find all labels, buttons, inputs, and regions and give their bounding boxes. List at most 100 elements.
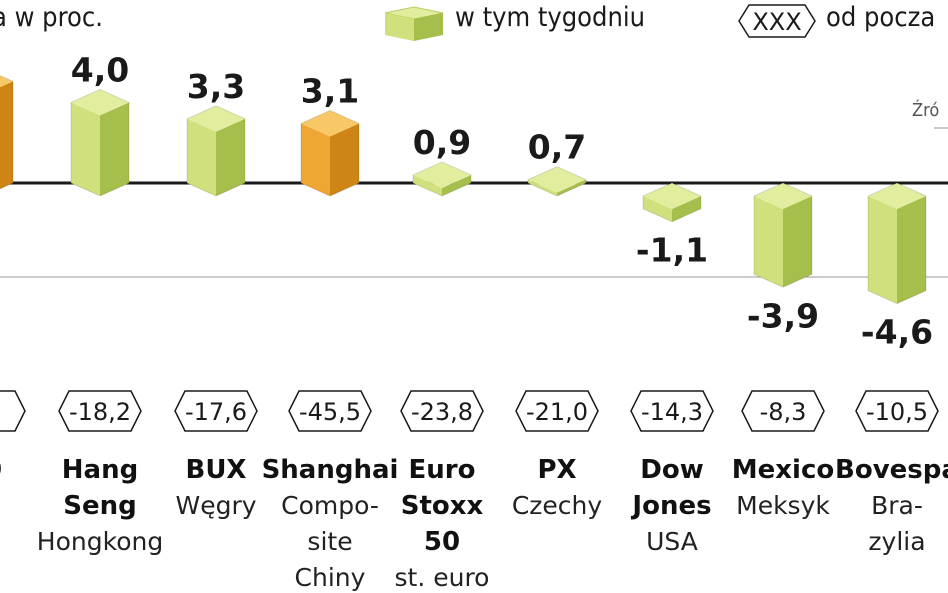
ytd-hexagon (400, 390, 484, 432)
category-name: 20 (0, 455, 2, 485)
category-country: Czechy (512, 491, 603, 520)
bar (412, 161, 472, 197)
bar-outline (412, 161, 472, 197)
bar (753, 182, 813, 288)
bar-outline (642, 182, 702, 223)
bar (186, 105, 246, 197)
category-country: Hongkong (37, 527, 163, 556)
category-name: BUX (186, 455, 247, 485)
category-country: st. euro (395, 563, 490, 592)
value-label: 3,1 (301, 71, 359, 110)
bar-top (643, 183, 701, 209)
ytd-label: -14,3 (641, 398, 703, 426)
bar-side (783, 196, 812, 288)
legend-week-label: w tym tygodniu (455, 2, 645, 33)
ytd-label: -18,2 (69, 398, 131, 426)
value-label: -3,9 (747, 296, 819, 335)
category-country: zylia (868, 527, 925, 556)
bar-outline (300, 109, 360, 197)
bar-top (754, 183, 812, 209)
bar-front (754, 196, 783, 288)
bar-outline (867, 182, 927, 305)
bar (642, 182, 702, 223)
legend-week-swatch (414, 13, 443, 41)
bar-side (897, 196, 926, 304)
legend-ytd-swatch (738, 4, 816, 38)
bar-side (442, 174, 471, 196)
bar-side (216, 118, 245, 196)
bar (867, 182, 927, 305)
bar-front (187, 118, 216, 196)
ytd-hexagon (288, 390, 372, 432)
ytd-hexagon (58, 390, 142, 432)
ytd-label: -23,8 (411, 398, 473, 426)
bar (300, 109, 360, 197)
category-name: Stoxx (401, 491, 484, 521)
bar-top (301, 110, 359, 137)
category-name: Shanghai (262, 455, 399, 485)
bar-front (301, 123, 330, 196)
unit-label: a w proc. (0, 2, 103, 33)
bar-front (528, 179, 557, 196)
category-name: PX (537, 455, 576, 485)
value-label: -1,1 (636, 231, 708, 270)
value-label: 0,7 (528, 128, 586, 167)
bar-front (71, 102, 100, 196)
ytd-label: -21,0 (526, 398, 588, 426)
value-label: 0,9 (413, 123, 471, 162)
category-name: Mexico (732, 455, 834, 485)
category-name: Dow (640, 455, 703, 485)
category-name: Euro (409, 455, 476, 485)
bar-top (868, 183, 926, 209)
bar-front (413, 174, 442, 196)
value-label: 3,3 (187, 67, 245, 106)
bar-outline (0, 74, 14, 190)
ytd-hexagon (630, 390, 714, 432)
source-label: Źró (912, 100, 940, 121)
bar-top (0, 75, 13, 88)
legend-week-swatch (385, 13, 414, 41)
category-country: Chiny (295, 563, 366, 592)
ytd-label: -10,5 (866, 398, 928, 426)
ytd-hexagon (855, 390, 939, 432)
category-name: Bovespa (835, 455, 948, 485)
bar-top (187, 105, 245, 132)
bar-side (0, 81, 13, 189)
category-name: 50 (424, 527, 460, 557)
bar (527, 166, 587, 197)
category-country: Bra- (871, 491, 923, 520)
category-country: USA (646, 527, 698, 556)
category-country: site (307, 527, 352, 556)
ytd-hexagon (174, 390, 258, 432)
bar-top (528, 166, 586, 193)
category-country: Węgry (175, 491, 256, 520)
ytd-hexagon (741, 390, 825, 432)
category-name: Seng (63, 491, 136, 521)
bar-side (672, 196, 701, 222)
ytd-hexagon (515, 390, 599, 432)
ytd-label: -45,5 (299, 398, 361, 426)
category-country: Compo- (281, 491, 379, 520)
value-label: 4,0 (71, 50, 129, 89)
value-label: -4,6 (861, 313, 933, 352)
category-country: Meksyk (736, 491, 830, 520)
bar (0, 74, 14, 190)
category-name: Hang (62, 455, 138, 485)
bar-outline (527, 166, 587, 197)
bar-front (643, 196, 672, 222)
bar (70, 88, 130, 197)
legend-ytd-label: od pocza (826, 2, 936, 33)
bar-outline (70, 88, 130, 197)
bar-outline (753, 182, 813, 288)
bar-front (868, 196, 897, 304)
category-name: Jones (630, 491, 711, 521)
ytd-hexagon (0, 390, 26, 432)
bar-side (100, 102, 129, 196)
bar-top (413, 161, 471, 188)
legend-ytd-swatch-label: XXX (752, 8, 801, 36)
ytd-label: -8,3 (760, 398, 807, 426)
bar-outline (186, 105, 246, 197)
bar-side (557, 179, 586, 196)
bar-top (71, 89, 129, 116)
